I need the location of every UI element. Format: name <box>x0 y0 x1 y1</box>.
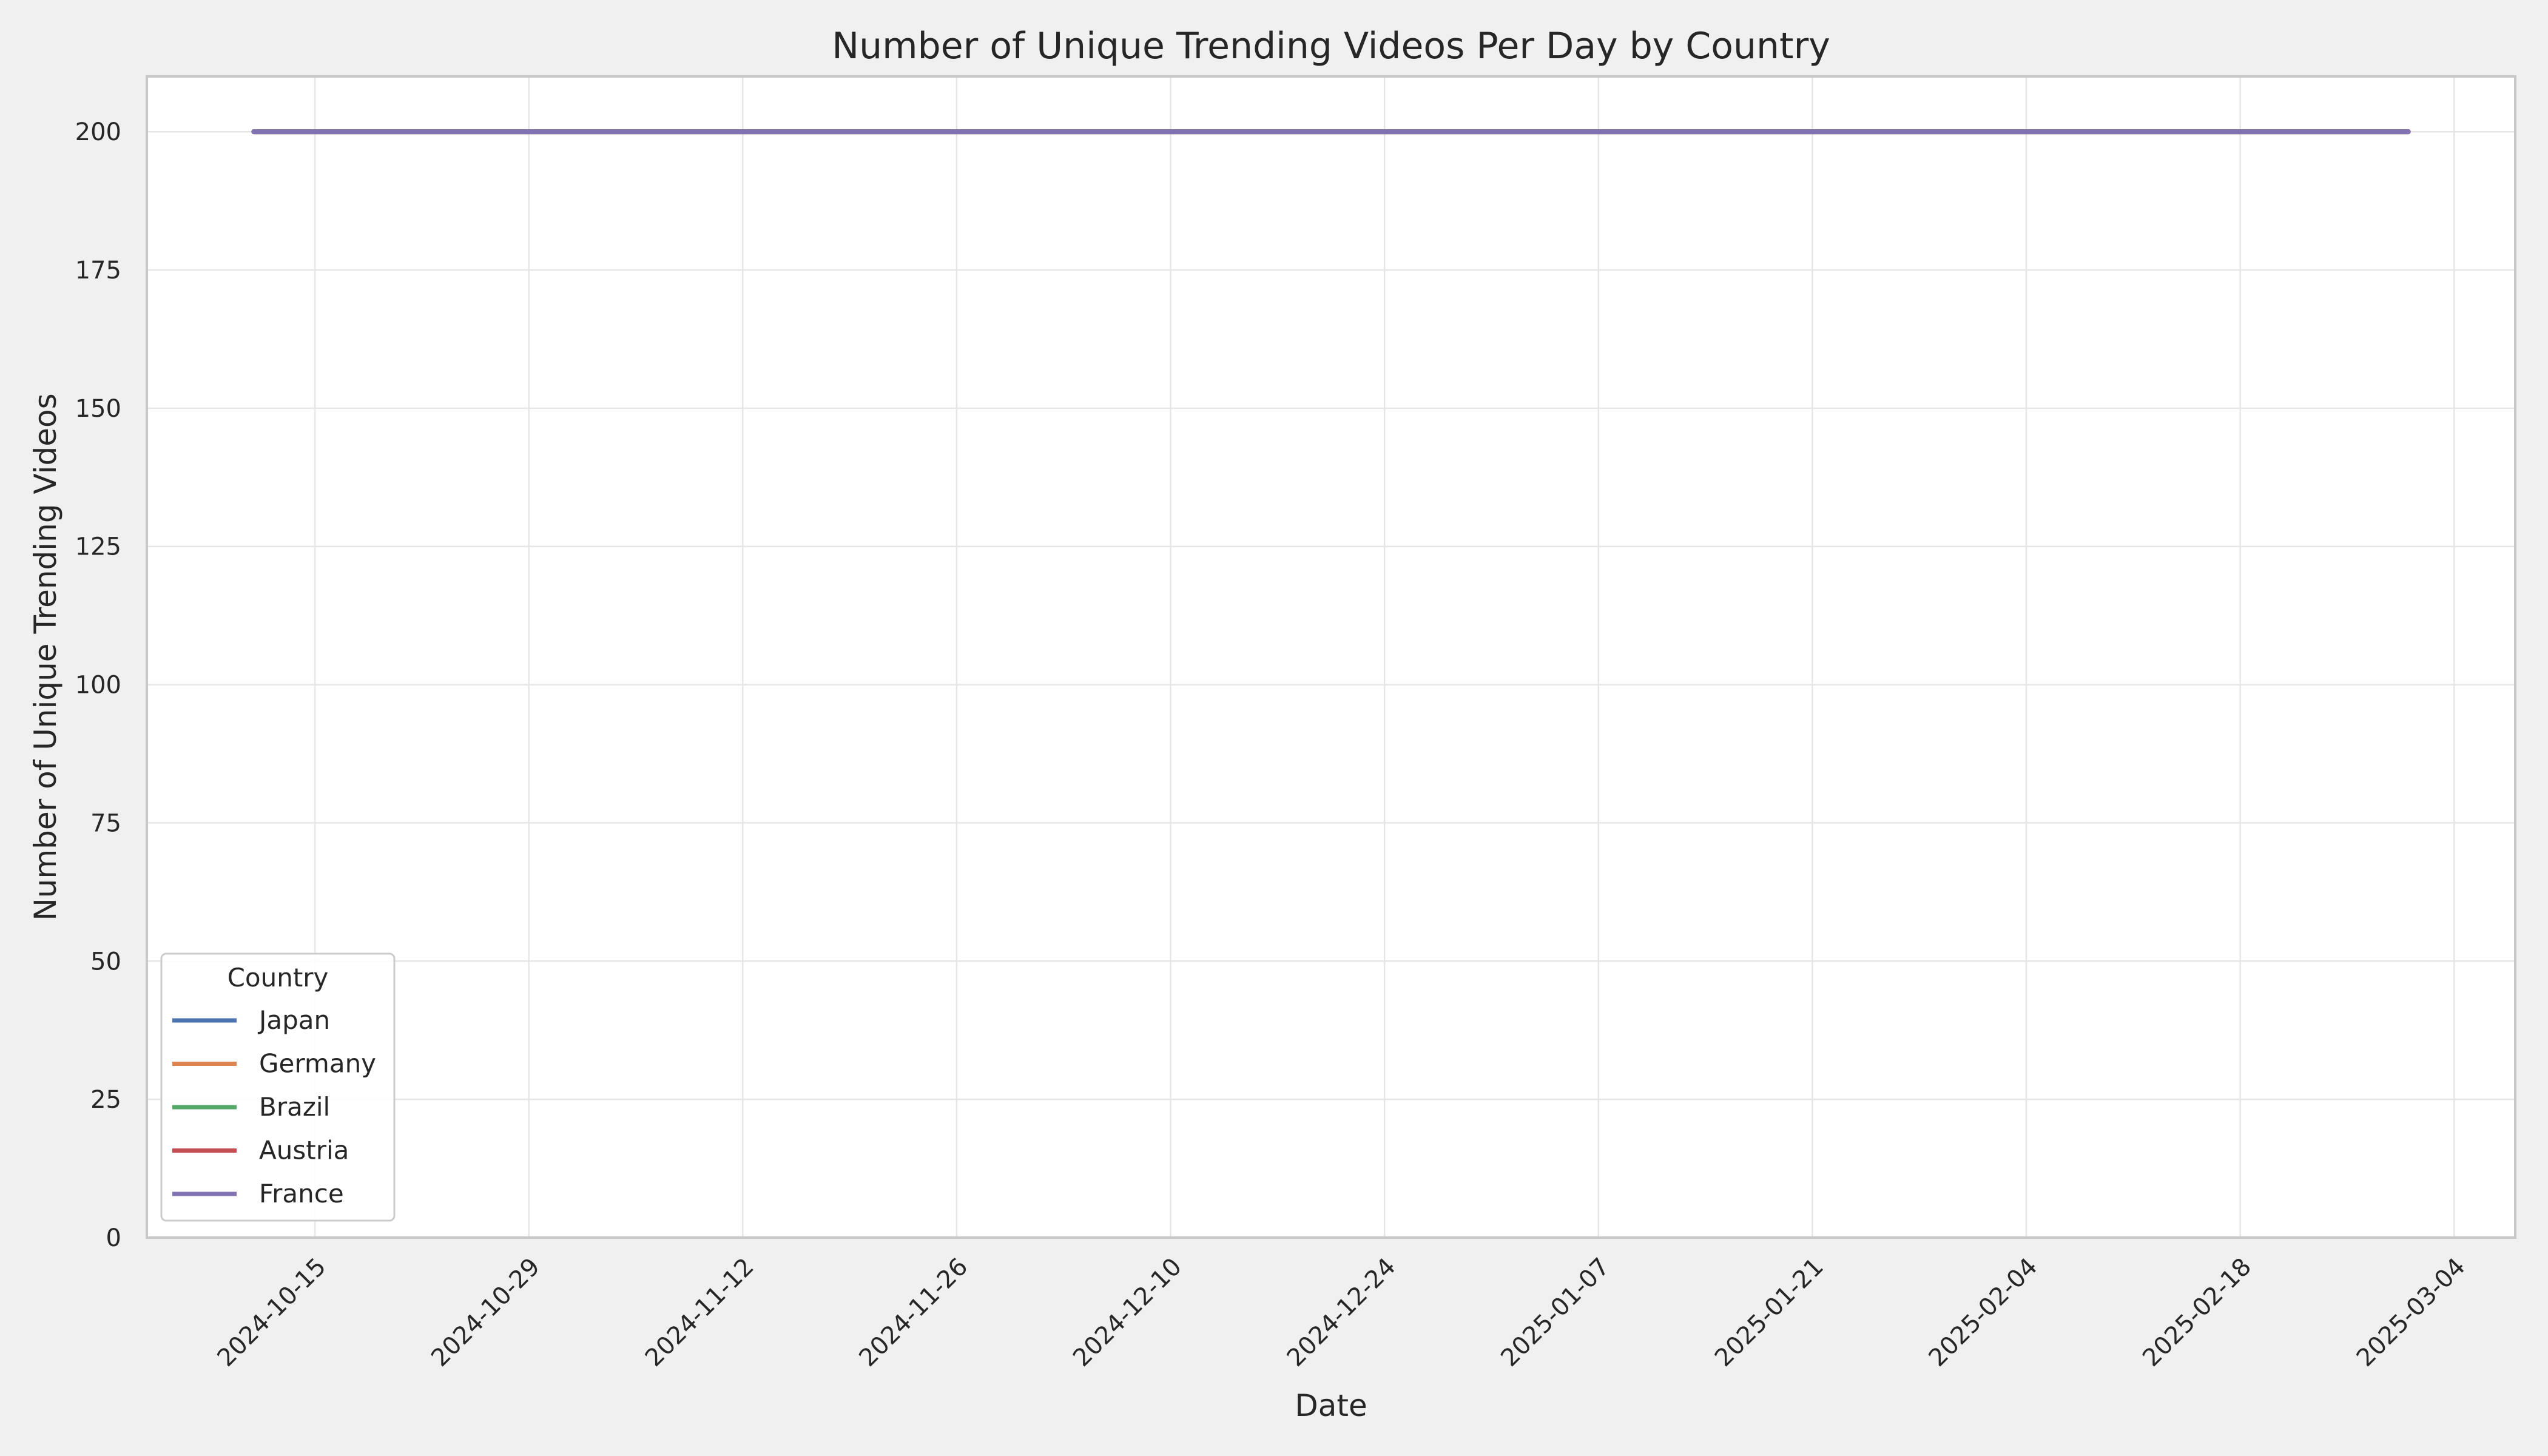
y-tick-label: 200 <box>75 118 121 146</box>
legend-items: Japan Germany Brazil Austria France <box>172 1005 376 1208</box>
y-tick-label: 100 <box>75 672 121 699</box>
legend-label-germany: Germany <box>259 1049 376 1079</box>
legend-label-japan: Japan <box>257 1005 330 1035</box>
x-axis-title: Date <box>1295 1388 1367 1423</box>
y-tick-label: 150 <box>75 395 121 423</box>
y-tick-label: 125 <box>75 533 121 561</box>
legend: Country Japan Germany Brazil Austria France <box>160 952 396 1222</box>
y-tick-label: 25 <box>90 1086 121 1114</box>
legend-title: Country <box>228 963 329 993</box>
y-tick-label: 50 <box>90 948 121 976</box>
y-tick-label: 0 <box>106 1224 121 1252</box>
legend-label-austria: Austria <box>259 1136 349 1165</box>
y-tick-label: 175 <box>75 257 121 285</box>
legend-label-brazil: Brazil <box>259 1092 330 1122</box>
y-axis-title: Number of Unique Trending Videos <box>28 393 63 920</box>
y-tick-label: 75 <box>90 809 121 837</box>
plot-frame <box>146 75 2516 1239</box>
chart-title: Number of Unique Trending Videos Per Day… <box>832 25 1830 67</box>
plot-area <box>147 76 2515 1238</box>
legend-label-france: France <box>259 1179 344 1208</box>
